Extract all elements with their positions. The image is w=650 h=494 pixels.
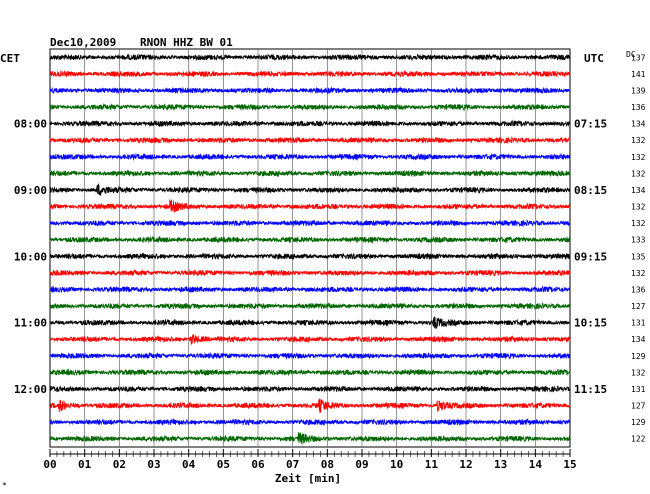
- seismic-trace: [49, 119, 571, 128]
- seismic-trace: [49, 183, 571, 197]
- seismic-trace: [49, 316, 571, 329]
- plot-frame: [49, 48, 571, 448]
- dc-value: 129: [631, 418, 646, 427]
- left-hour-label: 12:00: [14, 383, 47, 396]
- dc-value: 132: [631, 203, 646, 212]
- dc-value: 131: [631, 385, 646, 394]
- x-tick-label: 10: [390, 458, 403, 471]
- seismic-trace: [49, 252, 571, 261]
- left-hour-label: 08:00: [14, 118, 47, 131]
- x-tick-label: 01: [78, 458, 92, 471]
- right-hour-label: 09:15: [574, 250, 607, 263]
- x-tick-label: 02: [113, 458, 126, 471]
- station-label: RNON HHZ BW 01: [140, 36, 233, 49]
- x-tick-label: 03: [147, 458, 160, 471]
- seismic-trace: [49, 268, 571, 277]
- seismic-trace: [49, 368, 571, 377]
- right-hour-label: 08:15: [574, 184, 607, 197]
- recording-date: Dec10,2009: [50, 36, 116, 49]
- x-tick-label: 04: [182, 458, 196, 471]
- dc-value: 127: [631, 302, 646, 311]
- x-tick-label: 05: [217, 458, 230, 471]
- dc-value: 131: [631, 319, 646, 328]
- dc-header-label: DC: [626, 50, 636, 59]
- x-tick-label: 11: [425, 458, 439, 471]
- dc-value: 133: [631, 236, 646, 245]
- dc-value: 132: [631, 219, 646, 228]
- dc-value: 122: [631, 435, 646, 444]
- left-hour-label: 10:00: [14, 250, 47, 263]
- seismic-trace: [49, 334, 571, 345]
- dc-value: 141: [631, 70, 646, 79]
- right-hour-label: 10:15: [574, 317, 607, 330]
- seismic-trace: [49, 398, 571, 414]
- right-hour-label: 07:15: [574, 118, 607, 131]
- dc-value: 132: [631, 368, 646, 377]
- x-tick-label: 09: [355, 458, 368, 471]
- x-tick-label: 00: [43, 458, 56, 471]
- left-hour-label: 11:00: [14, 317, 47, 330]
- dc-value: 132: [631, 153, 646, 162]
- x-tick-label: 08: [321, 458, 334, 471]
- seismic-trace: [49, 136, 571, 145]
- seismic-trace: [49, 152, 571, 161]
- seismic-trace: [49, 53, 571, 62]
- dc-value: 132: [631, 169, 646, 178]
- left-timezone-label: CET: [0, 52, 20, 65]
- dc-value: 134: [631, 186, 646, 195]
- x-tick-label: 15: [563, 458, 576, 471]
- seismic-trace: [49, 302, 571, 311]
- x-tick-label: 14: [529, 458, 543, 471]
- dc-value: 127: [631, 402, 646, 411]
- right-timezone-label: UTC: [584, 52, 604, 65]
- dc-value: 139: [631, 86, 646, 95]
- x-axis-title: Zeit [min]: [275, 472, 341, 485]
- dc-value: 132: [631, 136, 646, 145]
- dc-value: 137: [631, 53, 646, 62]
- x-tick-label: 13: [494, 458, 507, 471]
- seismic-trace: [49, 219, 571, 228]
- seismic-trace: [49, 235, 571, 244]
- seismic-trace: [49, 199, 571, 213]
- right-hour-label: 11:15: [574, 383, 607, 396]
- x-tick-label: 06: [251, 458, 265, 471]
- seismic-trace: [49, 432, 571, 445]
- seismic-trace: [49, 385, 571, 393]
- dc-value: 136: [631, 103, 646, 112]
- dc-value: 134: [631, 335, 646, 344]
- seismic-trace: [49, 418, 571, 427]
- dc-value: 132: [631, 269, 646, 278]
- footnote-mark: *: [2, 481, 7, 490]
- seismic-trace: [49, 69, 571, 78]
- x-tick-label: 07: [286, 458, 299, 471]
- plot-area: 137 141 139 136 134 132 132 132 134 132 132 133 135 1…: [14, 48, 646, 471]
- dc-value: 134: [631, 120, 646, 129]
- seismic-trace: [49, 102, 571, 112]
- seismic-trace: [49, 169, 571, 178]
- dc-value: 135: [631, 252, 646, 261]
- left-hour-label: 09:00: [14, 184, 47, 197]
- seismic-trace: [49, 351, 571, 360]
- seismic-trace: [49, 285, 571, 294]
- dc-value: 136: [631, 285, 646, 294]
- x-tick-label: 12: [459, 458, 472, 471]
- seismic-trace: [49, 86, 571, 95]
- dc-value: 129: [631, 352, 646, 361]
